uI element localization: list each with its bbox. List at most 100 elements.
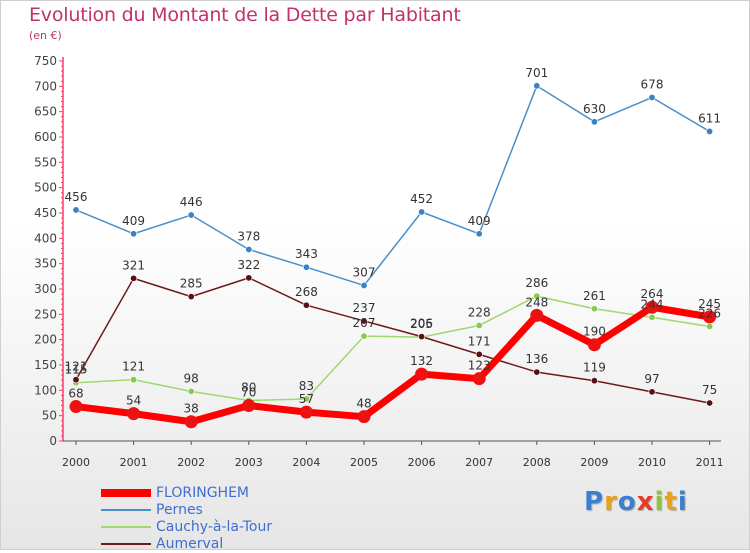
y-tick-label: 150 [34, 358, 57, 372]
data-point [706, 399, 714, 407]
data-label: 630 [583, 102, 606, 116]
data-label: 245 [698, 297, 721, 311]
data-label: 264 [641, 287, 664, 301]
data-label: 70 [241, 386, 256, 400]
legend-swatch [101, 489, 151, 497]
data-label: 121 [65, 360, 88, 374]
data-label: 171 [468, 334, 491, 348]
y-tick-label: 400 [34, 231, 57, 245]
data-label: 98 [184, 371, 199, 385]
data-point [648, 313, 656, 321]
y-tick-label: 0 [49, 434, 57, 448]
data-label: 115 [65, 363, 88, 377]
data-label: 446 [180, 195, 203, 209]
data-point [590, 118, 598, 126]
logo-letter: P [584, 487, 605, 517]
data-point [418, 208, 426, 216]
data-label: 237 [353, 301, 376, 315]
proxiti-logo: Proxiti [584, 487, 688, 517]
data-point [357, 410, 371, 424]
data-label: 322 [237, 258, 260, 272]
data-label: 321 [122, 258, 145, 272]
data-point [127, 407, 141, 421]
data-label: 378 [237, 229, 260, 243]
x-tick-label: 2004 [292, 456, 320, 469]
data-label: 343 [295, 247, 318, 261]
data-point [184, 415, 198, 429]
data-point [72, 206, 80, 214]
data-label: 207 [353, 316, 376, 330]
legend-swatch [101, 509, 151, 511]
y-tick-label: 250 [34, 307, 57, 321]
series-line-floringhem [72, 303, 714, 426]
legend-label: Cauchy-à-la-Tour [156, 519, 273, 535]
data-point [533, 82, 541, 90]
legend-label: FLORINGHEM [156, 485, 250, 501]
data-point [360, 317, 368, 325]
data-point [418, 333, 426, 341]
data-label: 268 [295, 285, 318, 299]
data-label: 136 [525, 352, 548, 366]
data-point [360, 332, 368, 340]
data-point [299, 405, 313, 419]
data-label: 54 [126, 394, 141, 408]
legend-label: Aumerval [156, 536, 224, 552]
legend-swatch [101, 526, 151, 528]
x-tick-label: 2011 [696, 456, 724, 469]
data-point [302, 263, 310, 271]
data-label: 83 [299, 379, 314, 393]
y-tick-label: 650 [34, 105, 57, 119]
chart-subtitle: (en €) [29, 29, 62, 42]
x-tick-label: 2005 [350, 456, 378, 469]
data-label: 286 [525, 276, 548, 290]
data-point [590, 377, 598, 385]
data-point [530, 308, 544, 322]
data-point [533, 368, 541, 376]
data-label: 190 [583, 325, 606, 339]
y-tick-label: 50 [42, 409, 57, 423]
data-label: 611 [698, 111, 721, 125]
legend-label: Pernes [156, 502, 203, 518]
y-tick-label: 600 [34, 130, 57, 144]
data-point [706, 322, 714, 330]
data-label: 38 [184, 402, 199, 416]
x-tick-label: 2009 [580, 456, 608, 469]
data-point [475, 230, 483, 238]
data-point [415, 367, 429, 381]
data-point [302, 301, 310, 309]
y-tick-label: 100 [34, 383, 57, 397]
logo-letter: x [636, 487, 655, 517]
y-tick-label: 200 [34, 333, 57, 347]
x-tick-label: 2002 [177, 456, 205, 469]
data-label: 206 [410, 317, 433, 331]
data-point [245, 245, 253, 253]
data-label: 205 [410, 317, 433, 331]
legend-swatch [101, 543, 151, 545]
y-tick-label: 550 [34, 155, 57, 169]
data-label: 456 [65, 190, 88, 204]
data-point [706, 127, 714, 135]
logo-letter: i [677, 487, 688, 517]
series-line-cauchy-la-tour [75, 295, 711, 402]
data-point [69, 400, 83, 414]
x-tick-label: 2000 [62, 456, 90, 469]
data-point [130, 376, 138, 384]
x-tick-label: 2007 [465, 456, 493, 469]
data-label: 57 [299, 392, 314, 406]
data-label: 75 [702, 383, 717, 397]
data-point [648, 388, 656, 396]
data-point [590, 305, 598, 313]
data-point [475, 350, 483, 358]
data-point [703, 310, 717, 324]
data-point [72, 376, 80, 384]
data-point [587, 338, 601, 352]
data-label: 452 [410, 192, 433, 206]
data-point [130, 274, 138, 282]
data-label: 701 [525, 66, 548, 80]
data-label: 132 [410, 354, 433, 368]
data-point [187, 293, 195, 301]
logo-letter: r [604, 487, 618, 517]
data-label: 307 [353, 265, 376, 279]
x-tick-label: 2010 [638, 456, 666, 469]
